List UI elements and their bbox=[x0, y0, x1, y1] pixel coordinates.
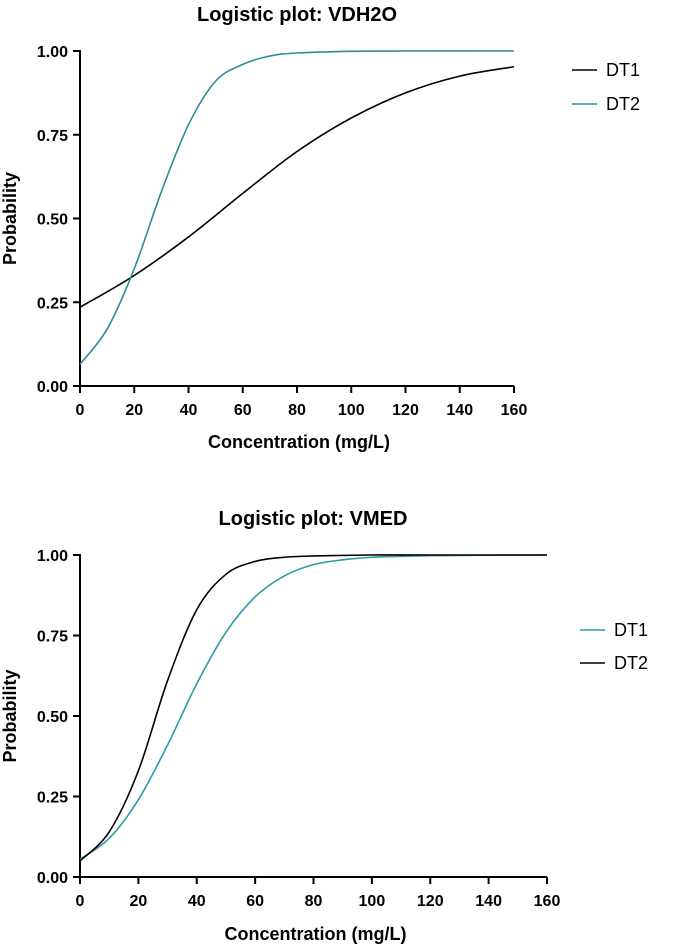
x-tick-label: 160 bbox=[501, 402, 528, 419]
chart-title: Logistic plot: VMED bbox=[219, 508, 408, 530]
x-tick-label: 20 bbox=[125, 402, 143, 419]
y-tick-label: 0.50 bbox=[37, 212, 68, 229]
chart-title: Logistic plot: VDH2O bbox=[197, 4, 397, 26]
x-tick-label: 100 bbox=[338, 402, 365, 419]
y-tick-label: 0.75 bbox=[37, 629, 68, 646]
x-tick-label: 60 bbox=[234, 402, 252, 419]
y-axis-label: Probability bbox=[0, 172, 20, 265]
x-tick-label: 20 bbox=[129, 893, 147, 910]
legend: DT1 DT2 bbox=[580, 620, 648, 673]
series-line-dt1 bbox=[79, 554, 548, 860]
x-tick-label: 120 bbox=[417, 893, 444, 910]
y-axis-label: Probability bbox=[0, 669, 20, 762]
x-tick-label: 140 bbox=[446, 402, 473, 419]
x-axis-label: Concentration (mg/L) bbox=[225, 924, 407, 944]
y-tick-label: 0.00 bbox=[37, 870, 68, 887]
x-tick-label: 100 bbox=[359, 893, 386, 910]
x-tick-label: 160 bbox=[534, 893, 561, 910]
x-tick-label: 80 bbox=[288, 402, 306, 419]
series-line-dt2 bbox=[79, 50, 515, 365]
x-tick-label: 60 bbox=[246, 893, 264, 910]
y-tick-label: 1.00 bbox=[37, 548, 68, 565]
x-tick-label: 80 bbox=[305, 893, 323, 910]
y-tick-label: 0.25 bbox=[37, 790, 68, 807]
legend: DT1 DT2 bbox=[572, 60, 640, 114]
y-tick-label: 1.00 bbox=[37, 44, 68, 61]
chart-2: Logistic plot: VMED 0.00 0.25 0.50 0.75 1.00 0… bbox=[0, 508, 648, 944]
legend-label-dt1: DT1 bbox=[614, 620, 648, 640]
x-tick-label: 40 bbox=[180, 402, 198, 419]
y-tick-label: 0.00 bbox=[37, 379, 68, 396]
y-tick-label: 0.50 bbox=[37, 709, 68, 726]
series-line-dt1 bbox=[79, 65, 515, 308]
legend-label-dt2: DT2 bbox=[606, 94, 640, 114]
y-tick-label: 0.25 bbox=[37, 295, 68, 312]
legend-label-dt1: DT1 bbox=[606, 60, 640, 80]
y-tick-label: 0.75 bbox=[37, 128, 68, 145]
x-tick-label: 140 bbox=[475, 893, 502, 910]
series-line-dt2 bbox=[79, 554, 547, 862]
x-tick-label: 40 bbox=[188, 893, 206, 910]
x-axis-label: Concentration (mg/L) bbox=[208, 432, 390, 452]
legend-label-dt2: DT2 bbox=[614, 653, 648, 673]
chart-1: Logistic plot: VDH2O 0.00 0.25 0.50 0.75 1.00… bbox=[0, 4, 640, 452]
x-tick-label: 0 bbox=[76, 893, 85, 910]
x-tick-label: 0 bbox=[76, 402, 85, 419]
x-tick-label: 120 bbox=[392, 402, 419, 419]
